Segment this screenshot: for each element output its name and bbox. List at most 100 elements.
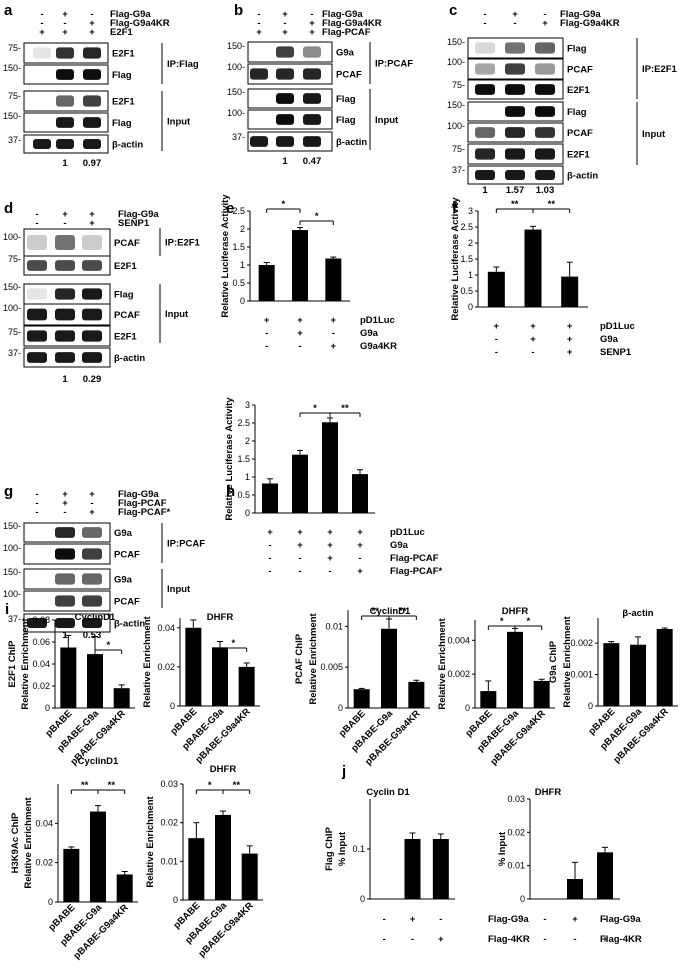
blot-band — [56, 95, 74, 107]
bar — [188, 838, 205, 900]
mw-marker: 37- — [452, 165, 465, 175]
mw-marker: 100- — [3, 543, 21, 553]
blot-band — [303, 93, 321, 104]
blot-band — [82, 573, 102, 585]
lane-sign: - — [35, 218, 38, 229]
lane-sign: + — [297, 328, 303, 339]
significance-mark: ** — [108, 780, 116, 791]
blot-band — [276, 68, 294, 80]
lane-sign: + — [567, 347, 573, 358]
condition-label: Flag-PCAF — [118, 498, 167, 509]
y-tick-label: 0.5 — [232, 278, 245, 288]
bar — [353, 689, 370, 708]
bar — [480, 691, 497, 708]
y-tick-label: 2.5 — [460, 222, 473, 232]
lane-sign: - — [483, 9, 486, 20]
band-label: E2F1 — [114, 261, 137, 272]
blot-band — [505, 127, 525, 138]
chart-title: Cyclin D1 — [366, 787, 410, 798]
blot-band — [55, 260, 75, 271]
lane-sign: + — [327, 540, 333, 551]
band-label: Flag — [336, 94, 356, 105]
band-label: β-actin — [114, 353, 145, 364]
bar — [185, 627, 202, 706]
blot-band — [82, 595, 102, 607]
y-tick-label: 0.02 — [160, 818, 178, 828]
y-tick-label: 0.004 — [447, 635, 470, 645]
blot-band — [55, 352, 75, 363]
blot-band — [55, 548, 75, 560]
bar — [487, 271, 505, 307]
band-label: β-actin — [567, 171, 598, 182]
condition-label: Flag-G9a — [560, 9, 601, 20]
band-label: Flag — [336, 115, 356, 126]
y-tick-label: 0.02 — [32, 681, 50, 691]
bar — [507, 631, 523, 708]
blot-band — [55, 288, 75, 300]
blot-band — [55, 527, 75, 538]
band-label: PCAF — [567, 128, 593, 139]
condition-label: Flag-G9a — [118, 489, 159, 500]
mw-marker: 37- — [8, 135, 21, 145]
lane-sign: + — [309, 18, 315, 29]
lane-sign: - — [328, 566, 331, 577]
blot-band — [56, 138, 74, 150]
bar — [292, 454, 308, 513]
condition-label: pD1Luc — [360, 315, 395, 326]
mw-marker: 150- — [447, 37, 465, 47]
blot-band — [82, 308, 102, 321]
y-tick-label: 0.03 — [507, 794, 525, 804]
panel-label-g: g — [4, 483, 13, 500]
lane-sign: - — [90, 498, 93, 509]
group-label: IP:Flag — [167, 59, 199, 70]
mw-marker: 100- — [447, 57, 465, 67]
bar — [322, 422, 338, 513]
blot-band — [55, 617, 75, 629]
y-tick-label: 0.5 — [237, 490, 250, 500]
blot-band — [505, 148, 525, 160]
y-tick-label: 0 — [520, 894, 525, 904]
blot-band — [535, 106, 555, 117]
y-axis-subtitle: % Input — [497, 831, 508, 866]
bar — [381, 628, 397, 708]
y-tick-label: 0.08 — [32, 615, 50, 625]
mw-marker: 100- — [3, 232, 21, 242]
significance-mark: * — [231, 638, 235, 649]
lane-sign: + — [309, 27, 315, 38]
bar — [630, 644, 646, 706]
lane-sign: - — [543, 9, 546, 20]
blot-band — [250, 136, 268, 147]
band-label: Flag — [567, 44, 587, 55]
lane-sign: - — [63, 18, 66, 29]
panel-label-e: e — [226, 200, 234, 217]
lane-sign: + — [62, 9, 68, 20]
y-tick-label: 0.06 — [32, 637, 50, 647]
bar — [116, 874, 133, 902]
lane-sign: - — [383, 934, 386, 945]
y-tick-label: 0 — [588, 701, 593, 711]
y-tick-label: 0 — [338, 703, 343, 713]
y-tick-label: 0.02 — [157, 662, 175, 672]
lane-sign: + — [267, 527, 273, 538]
group-label: IP:PCAF — [167, 539, 205, 550]
condition-label: Flag-G9a4KR — [110, 18, 170, 29]
lane-sign: + — [357, 527, 363, 538]
condition-label: G9a — [360, 328, 379, 339]
y-tick-label: 0.002 — [447, 669, 470, 679]
lane-sign: - — [603, 914, 606, 925]
significance-mark: ** — [233, 780, 241, 791]
mw-marker: 150- — [3, 567, 21, 577]
y-tick-label: 0.001 — [570, 670, 593, 680]
blot-band — [83, 138, 101, 150]
group-label: IP:E2F1 — [165, 238, 201, 249]
band-label: E2F1 — [112, 49, 135, 60]
lane-sign: - — [358, 553, 361, 564]
blot-band — [56, 47, 74, 59]
condition-label: Flag-G9a — [118, 209, 159, 220]
condition-label: Flag-G9a — [600, 914, 641, 925]
condition-label: pD1Luc — [390, 527, 425, 538]
lane-sign: + — [327, 553, 333, 564]
condition-label: Flag-G9a — [488, 914, 529, 925]
lane-sign: - — [35, 498, 38, 509]
